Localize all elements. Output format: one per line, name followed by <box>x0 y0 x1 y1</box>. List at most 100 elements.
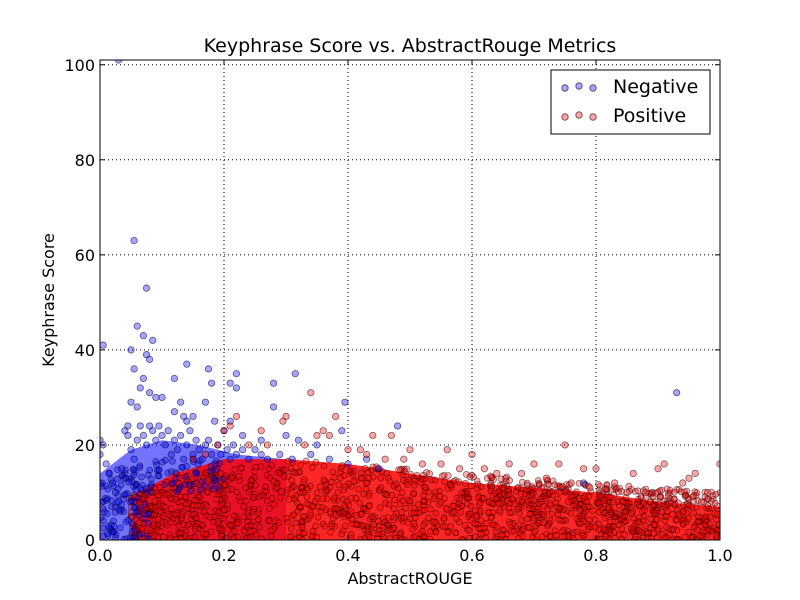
positive-point-texture <box>499 526 507 534</box>
negative-point <box>146 355 154 364</box>
negative-point <box>672 389 681 397</box>
positive-point-texture <box>394 484 402 492</box>
negative-point-texture <box>189 480 197 488</box>
positive-point-texture <box>334 505 342 513</box>
positive-point-texture <box>704 525 712 533</box>
negative-point-texture <box>187 487 195 495</box>
negative-point <box>118 465 126 473</box>
legend-circle-negative <box>589 84 597 92</box>
legend-circle-positive <box>589 113 597 121</box>
positive-point-texture <box>256 523 263 531</box>
positive-point-texture <box>385 501 393 508</box>
positive-point <box>313 431 321 440</box>
negative-point <box>344 460 352 468</box>
positive-point-texture <box>303 493 311 501</box>
negative-point <box>226 455 234 463</box>
positive-point-texture <box>709 492 717 500</box>
positive-point-texture <box>504 497 511 504</box>
positive-point-texture <box>150 532 158 539</box>
positive-point-texture <box>233 488 241 496</box>
positive-point-texture <box>341 502 348 509</box>
positive-point-texture <box>214 517 222 525</box>
positive-point-texture <box>682 491 690 499</box>
negative-point <box>307 450 315 459</box>
positive-point <box>381 455 389 463</box>
positive-point-texture <box>653 515 661 523</box>
positive-point-texture <box>127 509 135 516</box>
positive-point-texture <box>602 485 610 493</box>
positive-point-texture <box>240 503 248 510</box>
negative-point <box>229 441 237 449</box>
positive-point-texture <box>220 515 227 522</box>
negative-point <box>232 384 240 392</box>
negative-point <box>111 488 120 497</box>
positive-point-texture <box>288 476 296 484</box>
positive-point-texture <box>308 502 316 510</box>
positive-point-texture <box>696 532 704 540</box>
positive-point-texture <box>432 488 439 496</box>
positive-point-texture <box>357 474 365 482</box>
positive-point-texture <box>154 534 162 540</box>
positive-point-texture <box>255 515 262 523</box>
positive-point-texture <box>414 501 422 508</box>
positive-point-texture <box>267 527 275 535</box>
negative-point <box>313 441 321 449</box>
positive-point-texture <box>496 491 504 499</box>
negative-point <box>217 450 225 459</box>
negative-point-texture <box>114 466 121 474</box>
negative-point <box>232 450 240 459</box>
positive-point-texture <box>634 487 642 495</box>
positive-point-texture <box>560 506 568 513</box>
positive-point-texture <box>229 534 237 540</box>
positive-point-texture <box>383 491 391 499</box>
negative-point-texture <box>125 478 133 486</box>
positive-point-texture <box>251 481 259 489</box>
positive-point-texture <box>615 531 623 539</box>
x-tick-label: 0.4 <box>335 546 360 565</box>
positive-point-texture <box>173 511 181 519</box>
positive-point-texture <box>517 490 525 497</box>
positive-point-texture <box>329 468 337 476</box>
positive-point <box>555 460 563 468</box>
positive-point-texture <box>701 488 709 496</box>
negative-point <box>158 393 166 402</box>
y-tick-label: 100 <box>64 56 95 75</box>
positive-point-texture <box>417 530 424 538</box>
negative-point <box>239 446 247 454</box>
negative-point-texture <box>148 480 155 488</box>
positive-point <box>685 474 693 482</box>
positive-point-texture <box>452 529 460 537</box>
negative-point <box>164 427 172 435</box>
positive-point-texture <box>650 509 658 516</box>
positive-point-texture <box>270 500 278 508</box>
negative-point <box>393 422 402 430</box>
positive-point-texture <box>647 515 655 523</box>
positive-point-texture <box>328 522 336 530</box>
negative-point <box>338 427 346 435</box>
positive-point-texture <box>515 503 523 511</box>
positive-point-texture <box>579 512 587 520</box>
positive-point-texture <box>268 461 276 469</box>
plot-frame <box>99 59 721 541</box>
positive-point-texture <box>384 521 391 529</box>
positive-point-texture <box>700 514 708 521</box>
negative-point <box>105 469 113 478</box>
negative-point-texture <box>160 481 168 489</box>
positive-point-texture <box>587 523 595 531</box>
x-axis-ticks: 0.0 0.2 0.4 0.6 0.8 1.0 <box>87 60 733 565</box>
positive-point-texture <box>352 494 360 502</box>
negative-point <box>130 236 138 245</box>
negative-point <box>232 370 240 378</box>
positive-point-texture <box>167 518 174 526</box>
positive-point-texture <box>230 512 238 520</box>
positive-point-texture <box>237 464 244 472</box>
positive-point-texture <box>399 476 407 484</box>
positive-point-texture <box>290 483 298 491</box>
negative-point <box>127 398 135 406</box>
positive-point-texture <box>559 483 567 490</box>
negative-point-texture <box>132 487 140 494</box>
positive-point-texture <box>340 495 347 503</box>
negative-point <box>201 398 209 406</box>
negative-point-texture <box>127 497 135 505</box>
positive-point <box>542 474 551 482</box>
